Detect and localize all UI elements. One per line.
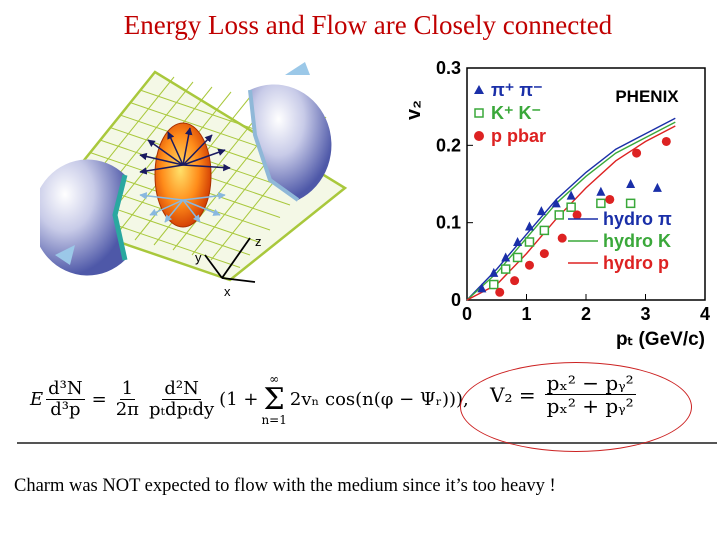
formula-panel — [17, 360, 717, 444]
eq-v2-num: pₓ² − pᵧ² — [544, 371, 636, 395]
fireball — [154, 122, 212, 228]
eq-diff-fraction: d²N pₜdpₜdy — [147, 379, 216, 420]
x-tick-label: 4 — [700, 304, 710, 324]
legend-hydro-label: hydro π — [603, 209, 672, 229]
kaon-point — [596, 198, 606, 209]
eq-E: E — [30, 389, 44, 410]
pion-point — [626, 179, 636, 188]
highlight-ellipse — [460, 362, 692, 452]
y-axis-label: v₂ — [405, 100, 425, 120]
v2-definition-equation: V₂ = pₓ² − pᵧ² pₓ² + pᵧ² — [490, 372, 639, 417]
coordinate-axes — [204, 237, 256, 283]
pion-point — [501, 252, 511, 262]
bottom-statement: Charm was NOT expected to flow with the … — [14, 476, 556, 496]
kaon-point — [625, 198, 636, 209]
pion-point — [596, 186, 606, 196]
eq-const-den: 2π — [115, 399, 140, 420]
eq-sum-bottom: n=1 — [261, 413, 287, 427]
eq-open: (1 + — [219, 389, 259, 410]
proton-point — [495, 287, 505, 297]
kaon-point — [566, 202, 576, 212]
legend-label: K⁺ K⁻ — [491, 103, 541, 123]
legend-pion-marker — [474, 85, 484, 94]
flow-expansion-equation: E d³N d³p = 1 2π d²N pₜdpₜdy (1 + ∞ Σ n=… — [30, 372, 469, 427]
pion-point — [551, 198, 561, 208]
proton-point — [632, 148, 642, 158]
eq-const-fraction: 1 2π — [114, 379, 141, 420]
kaon-point — [489, 279, 499, 290]
slide-title: Energy Loss and Flow are Closely connect… — [123, 10, 613, 40]
hydro-curve — [466, 117, 676, 301]
legend-label: π⁺ π⁻ — [491, 80, 543, 100]
eq-v2-den: pₓ² + pᵧ² — [546, 394, 634, 418]
x-tick-label: 2 — [581, 304, 591, 324]
pion-point — [652, 182, 662, 192]
pion-point — [513, 237, 523, 246]
kaon-point — [512, 252, 523, 263]
y-tick-label: 0.2 — [436, 135, 461, 155]
y-tick-label: 0.3 — [436, 58, 461, 78]
pion-point — [536, 206, 546, 216]
proton-point — [539, 249, 549, 259]
eq-v2-fraction: pₓ² − pᵧ² pₓ² + pᵧ² — [544, 371, 636, 418]
x-tick-label: 3 — [640, 304, 650, 324]
x-axis-label: pₜ (GeV/c) — [616, 329, 705, 350]
legend-hydro-label: hydro K — [603, 231, 671, 251]
x-tick-label: 1 — [521, 304, 531, 324]
eq-diff-den: pₜdpₜdy — [149, 399, 215, 420]
left-nucleus — [40, 159, 128, 276]
eq-diff-num: d²N — [162, 378, 201, 400]
proton-point — [661, 136, 671, 146]
proton-point — [605, 194, 615, 204]
legend-proton-marker — [474, 131, 484, 141]
collision-diagram: y z x — [40, 62, 348, 299]
v2-chart: 0 1 2 3 4 0 0.1 0.2 0.3 v₂ pₜ (GeV/c) π⁺ π⁻ K⁺ K⁻ p p… — [405, 58, 710, 350]
pion-point — [566, 190, 576, 200]
kaon-point — [500, 264, 511, 274]
kaon-point — [524, 237, 535, 247]
eq-term: 2vₙ cos(n(φ − Ψᵣ))) — [289, 389, 464, 410]
axis-label-z: z — [255, 234, 262, 249]
y-tick-label: 0.1 — [436, 213, 461, 233]
proton-point — [557, 233, 567, 243]
flow-arrows — [139, 127, 231, 223]
eq-lhs-den: d³p — [50, 399, 81, 420]
legend-hydro-label: hydro p — [603, 253, 669, 273]
y-tick-label: 0 — [451, 290, 461, 310]
legend-label: p pbar — [491, 126, 546, 146]
axis-label-y: y — [195, 250, 202, 265]
proton-point — [510, 276, 520, 286]
eq-lhs-fraction: d³N d³p — [46, 379, 85, 420]
eq-lhs-num: d³N — [46, 378, 85, 400]
x-tick-label: 0 — [462, 304, 472, 324]
eq-sum: ∞ Σ n=1 — [261, 372, 286, 427]
proton-point — [572, 210, 582, 220]
eq-equals: = — [91, 389, 107, 410]
proton-point — [524, 260, 534, 270]
eq-v2-lhs: V₂ = — [490, 382, 536, 407]
sigma-symbol: Σ — [263, 382, 285, 417]
eq-sum-top: ∞ — [269, 372, 280, 386]
kaon-point — [554, 210, 564, 220]
right-nucleus — [248, 62, 332, 202]
legend-kaon-marker — [474, 108, 484, 118]
axis-label-x: x — [224, 284, 231, 299]
pion-point — [489, 267, 499, 277]
kaon-point — [539, 225, 550, 236]
experiment-label: PHENIX — [615, 87, 679, 106]
pion-point — [524, 221, 534, 231]
eq-const-num: 1 — [119, 378, 136, 400]
pion-point — [477, 283, 487, 293]
